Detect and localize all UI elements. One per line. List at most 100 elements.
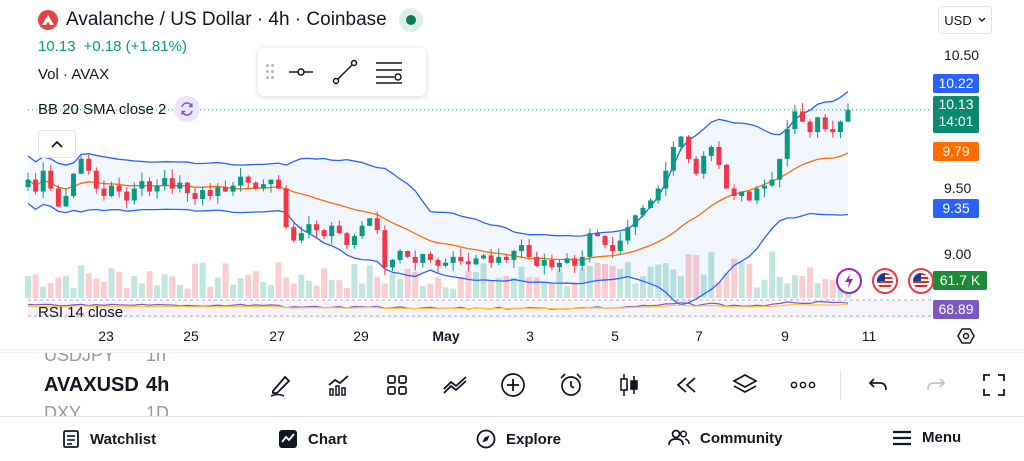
currency-select[interactable]: USD [938, 6, 992, 34]
nav-watchlist[interactable]: Watchlist [62, 429, 156, 449]
chart-area[interactable]: Avalanche / US Dollar · 4h · Coinbase 10… [0, 0, 1024, 350]
market-status-icon[interactable] [398, 8, 423, 32]
volume-bar [237, 278, 244, 298]
candle-body [291, 227, 297, 241]
candle-body [351, 236, 357, 246]
volume-bar [700, 274, 707, 298]
symbol-row[interactable]: DXY 1D [44, 403, 169, 417]
volume-bar [260, 282, 267, 298]
time-tick: 3 [526, 328, 534, 344]
indicators-button[interactable] [310, 367, 368, 403]
replay-button[interactable] [658, 367, 716, 403]
trend-line-icon[interactable] [328, 55, 362, 89]
drag-handle-icon[interactable] [266, 64, 274, 80]
volume-bar [70, 287, 77, 298]
time-axis: 23 25 27 29 May 3 5 7 9 11 [0, 326, 930, 346]
candle-body [397, 250, 403, 260]
candle-body [207, 190, 213, 196]
alert-button[interactable] [542, 367, 600, 403]
rsi-legend[interactable]: RSI 14 close [38, 306, 123, 318]
candle-body [124, 191, 130, 201]
volume-bar [40, 286, 47, 298]
candle-body [40, 170, 46, 192]
candle-body [162, 178, 168, 186]
candle-body [769, 179, 775, 186]
lightning-event-icon[interactable] [836, 268, 862, 294]
refresh-icon[interactable] [174, 96, 201, 122]
candle-body [655, 188, 661, 201]
candle-body [268, 179, 274, 185]
candle-body [496, 256, 502, 263]
add-symbol-button[interactable] [484, 367, 542, 403]
nav-explore[interactable]: Explore [476, 429, 561, 449]
chevron-down-icon [978, 17, 986, 22]
candle-body [314, 224, 320, 231]
candle-body [435, 259, 441, 266]
bollinger-lower-line [27, 202, 849, 306]
price-tick: 10.50 [944, 47, 980, 63]
layers-button[interactable] [716, 367, 774, 403]
line-settings-icon[interactable] [372, 55, 406, 89]
candle-body [139, 181, 145, 189]
drawing-tool-button[interactable] [252, 367, 310, 403]
candle-body [306, 224, 312, 234]
time-tick: 9 [781, 328, 789, 344]
price-tick: 9.00 [944, 246, 972, 262]
volume-bar [510, 277, 517, 298]
symbol-switcher[interactable]: USDJPY 1h AVAXUSD 4h DXY 1D [40, 353, 190, 417]
candle-body [837, 121, 843, 133]
volume-bar [351, 264, 358, 298]
volume-bar [784, 283, 791, 298]
chart-type-button[interactable] [600, 367, 658, 403]
volume-legend[interactable]: Vol · AVAX [38, 66, 110, 83]
chart-settings-button[interactable] [954, 326, 978, 346]
avalanche-logo-icon [38, 10, 58, 30]
more-button[interactable] [774, 367, 832, 403]
undo-button[interactable] [849, 367, 907, 403]
volume-bar [761, 279, 768, 298]
us-flag-event-icon[interactable] [872, 268, 898, 294]
volume-bar [131, 276, 138, 298]
volume-bar [336, 280, 343, 298]
volume-bar [298, 274, 305, 298]
volume-bar [305, 280, 312, 298]
symbol-row[interactable]: USDJPY 1h [44, 353, 166, 366]
time-tick: 7 [695, 328, 703, 344]
horizontal-ray-icon[interactable] [284, 55, 318, 89]
lower-band-tag: 9.35 [933, 199, 979, 218]
nav-community[interactable]: Community [668, 429, 783, 447]
volume-bar [807, 267, 814, 298]
time-tick: 11 [861, 328, 877, 344]
currency-value: USD [944, 12, 972, 28]
candle-body [443, 262, 449, 266]
drawing-toolbar[interactable] [258, 48, 426, 96]
bollinger-legend[interactable]: BB 20 SMA close 2 [38, 96, 201, 122]
volume-bar [419, 286, 426, 298]
symbol-row-active[interactable]: AVAXUSD 4h [44, 374, 169, 397]
rsi-label-text: RSI 14 close [38, 306, 124, 318]
candle-body [845, 109, 851, 122]
us-flag-event-icon[interactable] [908, 268, 934, 294]
collapse-legend-button[interactable] [38, 130, 76, 158]
volume-bar [465, 270, 472, 298]
candle-body [25, 179, 31, 188]
redo-button[interactable] [907, 367, 965, 403]
symbol-name: DXY [44, 403, 82, 417]
volume-bar [381, 283, 388, 298]
volume-bar [427, 283, 434, 298]
nav-menu[interactable]: Menu [892, 429, 961, 446]
nav-chart[interactable]: Chart [278, 429, 347, 449]
fullscreen-button[interactable] [965, 367, 1023, 403]
price-chart[interactable] [0, 0, 1024, 350]
volume-bar [647, 266, 654, 298]
compare-button[interactable] [426, 367, 484, 403]
volume-bar [822, 278, 829, 298]
nav-watchlist-label: Watchlist [90, 430, 157, 448]
volume-bar [184, 288, 191, 298]
layouts-button[interactable] [368, 367, 426, 403]
symbol-header[interactable]: Avalanche / US Dollar · 4h · Coinbase [38, 8, 423, 32]
volume-bar [108, 268, 115, 298]
volume-bar [602, 264, 609, 298]
candle-body [465, 261, 471, 265]
candle-body [579, 256, 585, 266]
